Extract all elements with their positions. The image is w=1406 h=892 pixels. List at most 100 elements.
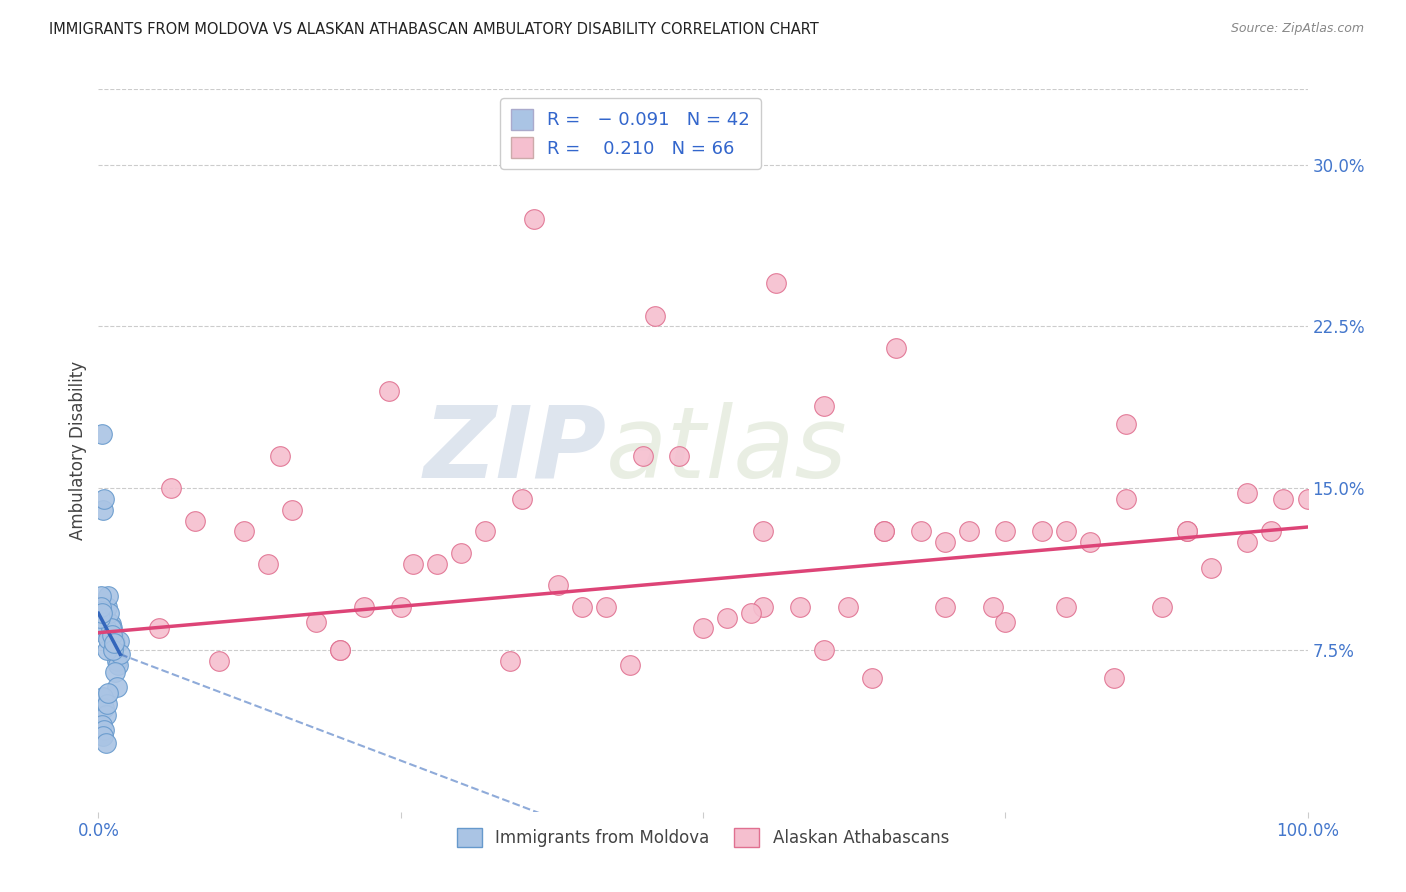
Y-axis label: Ambulatory Disability: Ambulatory Disability [69, 361, 87, 540]
Point [329, 643, 352, 657]
Point [716, 610, 738, 624]
Point [752, 599, 775, 614]
Point [377, 384, 399, 399]
Point [886, 341, 908, 355]
Point [1260, 524, 1282, 539]
Point [498, 654, 520, 668]
Point [101, 643, 124, 657]
Point [752, 524, 775, 539]
Point [547, 578, 569, 592]
Point [91, 729, 114, 743]
Point [90, 599, 112, 614]
Point [91, 615, 114, 629]
Point [98, 628, 121, 642]
Point [305, 615, 328, 629]
Point [910, 524, 932, 539]
Point [269, 449, 291, 463]
Point [1199, 561, 1222, 575]
Point [208, 654, 231, 668]
Text: ZIP: ZIP [423, 402, 606, 499]
Point [91, 604, 114, 618]
Point [474, 524, 496, 539]
Point [90, 589, 112, 603]
Point [934, 535, 956, 549]
Point [108, 647, 131, 661]
Point [100, 617, 122, 632]
Point [994, 524, 1017, 539]
Point [91, 718, 114, 732]
Point [105, 680, 128, 694]
Point [631, 449, 654, 463]
Point [426, 557, 449, 571]
Point [232, 524, 254, 539]
Text: atlas: atlas [606, 402, 848, 499]
Point [91, 427, 114, 442]
Point [957, 524, 980, 539]
Text: Source: ZipAtlas.com: Source: ZipAtlas.com [1230, 22, 1364, 36]
Point [510, 491, 533, 506]
Point [1175, 524, 1198, 539]
Point [91, 607, 114, 621]
Point [1272, 491, 1295, 506]
Point [91, 502, 114, 516]
Point [740, 607, 762, 621]
Point [389, 599, 412, 614]
Point [98, 607, 121, 621]
Point [108, 634, 131, 648]
Point [571, 599, 593, 614]
Point [1175, 524, 1198, 539]
Point [692, 621, 714, 635]
Point [97, 632, 120, 647]
Point [93, 701, 115, 715]
Legend: Immigrants from Moldova, Alaskan Athabascans: Immigrants from Moldova, Alaskan Athabas… [450, 822, 956, 854]
Point [837, 599, 859, 614]
Point [184, 514, 207, 528]
Point [1102, 671, 1125, 685]
Point [103, 636, 125, 650]
Point [813, 399, 835, 413]
Point [96, 697, 118, 711]
Point [93, 491, 115, 506]
Point [934, 599, 956, 614]
Point [97, 686, 120, 700]
Point [148, 621, 170, 635]
Point [523, 211, 546, 226]
Point [813, 643, 835, 657]
Text: IMMIGRANTS FROM MOLDOVA VS ALASKAN ATHABASCAN AMBULATORY DISABILITY CORRELATION : IMMIGRANTS FROM MOLDOVA VS ALASKAN ATHAB… [49, 22, 818, 37]
Point [93, 723, 115, 737]
Point [402, 557, 425, 571]
Point [94, 610, 117, 624]
Point [994, 615, 1017, 629]
Point [873, 524, 896, 539]
Point [1054, 524, 1077, 539]
Point [1236, 485, 1258, 500]
Point [765, 277, 787, 291]
Point [97, 589, 120, 603]
Point [1031, 524, 1053, 539]
Point [89, 610, 111, 624]
Point [160, 481, 183, 495]
Point [789, 599, 811, 614]
Point [107, 658, 129, 673]
Point [860, 671, 883, 685]
Point [1236, 535, 1258, 549]
Point [91, 690, 114, 705]
Point [1115, 417, 1137, 431]
Point [104, 636, 127, 650]
Point [104, 665, 127, 679]
Point [96, 599, 118, 614]
Point [873, 524, 896, 539]
Point [100, 628, 122, 642]
Point [981, 599, 1004, 614]
Point [1078, 535, 1101, 549]
Point [96, 643, 118, 657]
Point [256, 557, 278, 571]
Point [329, 643, 352, 657]
Point [103, 632, 125, 647]
Point [450, 546, 472, 560]
Point [1054, 599, 1077, 614]
Point [105, 654, 128, 668]
Point [595, 599, 617, 614]
Point [100, 621, 122, 635]
Point [1115, 491, 1137, 506]
